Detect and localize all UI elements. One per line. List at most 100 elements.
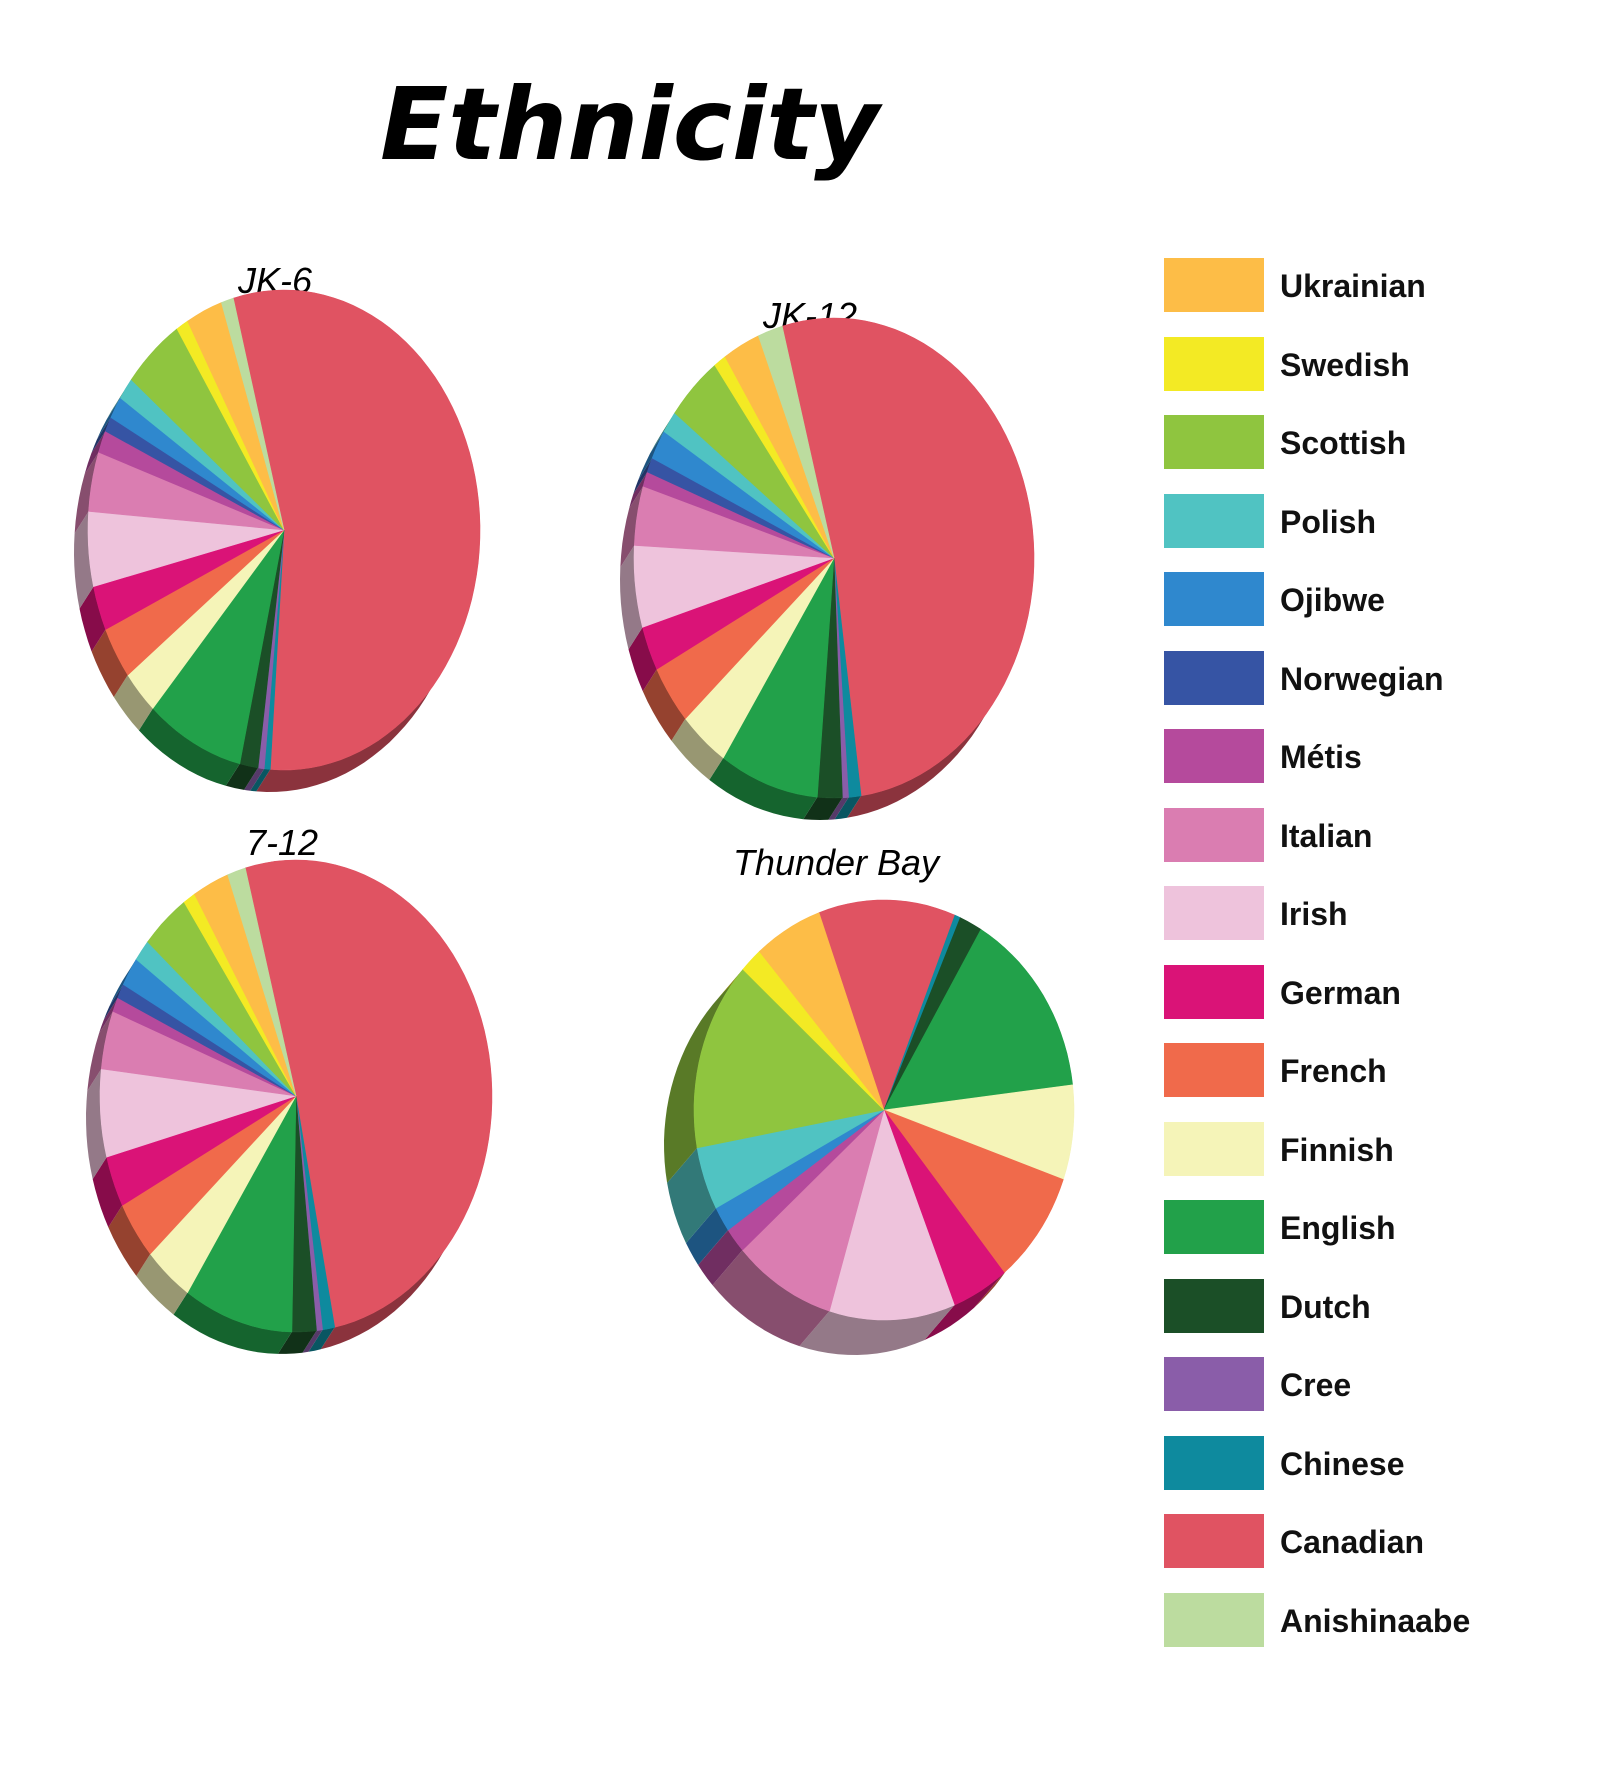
legend-label: French	[1280, 1053, 1387, 1089]
pie-slice-ukrainian	[758, 912, 885, 1111]
legend-swatch	[1164, 650, 1264, 705]
pie-slice-anishinaabe	[227, 867, 297, 1097]
pie-side-métis	[629, 472, 648, 509]
chart-main-title: Ethnicity	[380, 66, 880, 183]
pie-side-english	[173, 1292, 292, 1354]
legend-item: Ukrainian	[1164, 258, 1564, 312]
legend-swatch	[1164, 1043, 1264, 1097]
pie-side-finnish	[113, 675, 153, 731]
pie-side-métis	[84, 431, 106, 475]
pie-side-finnish	[136, 1253, 188, 1315]
legend-swatch	[1164, 886, 1264, 940]
pie-top	[87, 289, 481, 771]
pie-slice-scottish	[674, 364, 835, 559]
pie-side-italian	[74, 452, 99, 534]
pie-side-métis	[698, 1230, 743, 1286]
pie-side-german	[628, 627, 657, 692]
pie-side-métis	[99, 997, 118, 1034]
legend-item: French	[1164, 1043, 1564, 1097]
pie-slice-english	[883, 928, 1073, 1111]
legend-swatch	[1164, 258, 1264, 312]
legend-label: Scottish	[1280, 425, 1407, 461]
pie-side-dutch	[225, 763, 258, 790]
pie-slice-finnish	[685, 557, 835, 759]
pie-slice-english	[152, 529, 285, 765]
legend-item: Norwegian	[1164, 650, 1564, 705]
pie-side-cree	[302, 1329, 323, 1353]
pie-side-italian	[87, 1011, 113, 1091]
legend-item: Chinese	[1164, 1435, 1564, 1490]
pie-slice-french	[105, 529, 285, 676]
pie-slice-scottish	[147, 901, 297, 1097]
pie-slice-french	[121, 1095, 297, 1255]
pie-slice-french	[656, 557, 835, 720]
legend-label: Cree	[1280, 1367, 1352, 1403]
legend-label: Canadian	[1280, 1524, 1425, 1560]
pie-slice-english	[187, 1095, 297, 1333]
pie-top	[633, 317, 1035, 799]
pie-side-italian	[712, 1250, 830, 1347]
legend-label: Ojibwe	[1280, 582, 1385, 618]
legend-item: Métis	[1164, 729, 1564, 783]
pie-side-dutch	[803, 797, 843, 820]
pie-slice-english	[722, 557, 835, 798]
legend-item: Canadian	[1164, 1514, 1564, 1568]
legend-label: Dutch	[1280, 1288, 1371, 1325]
pie-slice-finnish	[149, 1095, 297, 1294]
pie-side-chinese	[250, 768, 271, 792]
pie-slice-canadian	[818, 899, 956, 1111]
legend-label: Norwegian	[1280, 660, 1444, 697]
pie-slice-italian	[633, 485, 835, 559]
legend-item: German	[1164, 964, 1564, 1019]
pie-slice-finnish	[883, 1084, 1075, 1180]
legend-swatch	[1164, 729, 1264, 783]
legend-swatch	[1164, 1357, 1264, 1411]
legend-swatch	[1164, 1200, 1264, 1254]
legend-label: German	[1280, 974, 1401, 1011]
legend-label: Irish	[1280, 896, 1348, 932]
legend-item: Dutch	[1164, 1278, 1564, 1333]
legend-item: Irish	[1164, 886, 1564, 940]
pie-slice-german	[883, 1109, 1005, 1306]
pie-slice-scottish	[693, 968, 885, 1149]
pie-side-finnish	[671, 718, 724, 780]
pie-slice-german	[106, 1095, 297, 1206]
pie-slice-irish	[829, 1109, 955, 1321]
pie-slice-canadian	[244, 859, 493, 1328]
legend-swatch	[1164, 493, 1264, 548]
legend-label: Ukrainian	[1280, 268, 1426, 304]
legend-item: Polish	[1164, 493, 1564, 548]
pie-side-ojibwe	[96, 397, 121, 440]
pie-side-cree	[828, 797, 849, 820]
pie-side-irish	[620, 545, 643, 650]
pie-title-7-12: 7-12	[245, 822, 319, 863]
legend-item: Ojibwe	[1164, 572, 1564, 626]
pie-slice-canadian	[232, 289, 481, 771]
pie-side-dutch	[277, 1330, 317, 1354]
pie-slice-italian	[742, 1109, 885, 1312]
pie-side-chinese	[308, 1327, 335, 1352]
pie-slice-french	[883, 1109, 1064, 1274]
pie-side-german	[924, 1272, 1005, 1341]
pie-slice-anishinaabe	[221, 297, 285, 531]
legend-swatch	[1164, 1278, 1264, 1333]
legend-item: Finnish	[1164, 1121, 1564, 1176]
legend-label: Anishinaabe	[1280, 1602, 1471, 1639]
pie-slice-irish	[99, 1068, 297, 1158]
legend-swatch	[1164, 415, 1264, 469]
pie-side-norwegian	[633, 458, 653, 494]
pie-side-ojibwe	[638, 431, 664, 481]
legend-swatch	[1164, 964, 1264, 1019]
legend-item: Swedish	[1164, 336, 1564, 391]
pie-slice-polish	[696, 1109, 885, 1209]
legend-swatch	[1164, 1592, 1264, 1647]
pie-side-norwegian	[91, 417, 111, 454]
pie-side-norwegian	[103, 984, 124, 1020]
pie-side-english	[709, 757, 818, 820]
pie-slice-irish	[87, 511, 285, 587]
legend-swatch	[1164, 807, 1264, 862]
pie-side-chinese	[834, 795, 862, 820]
